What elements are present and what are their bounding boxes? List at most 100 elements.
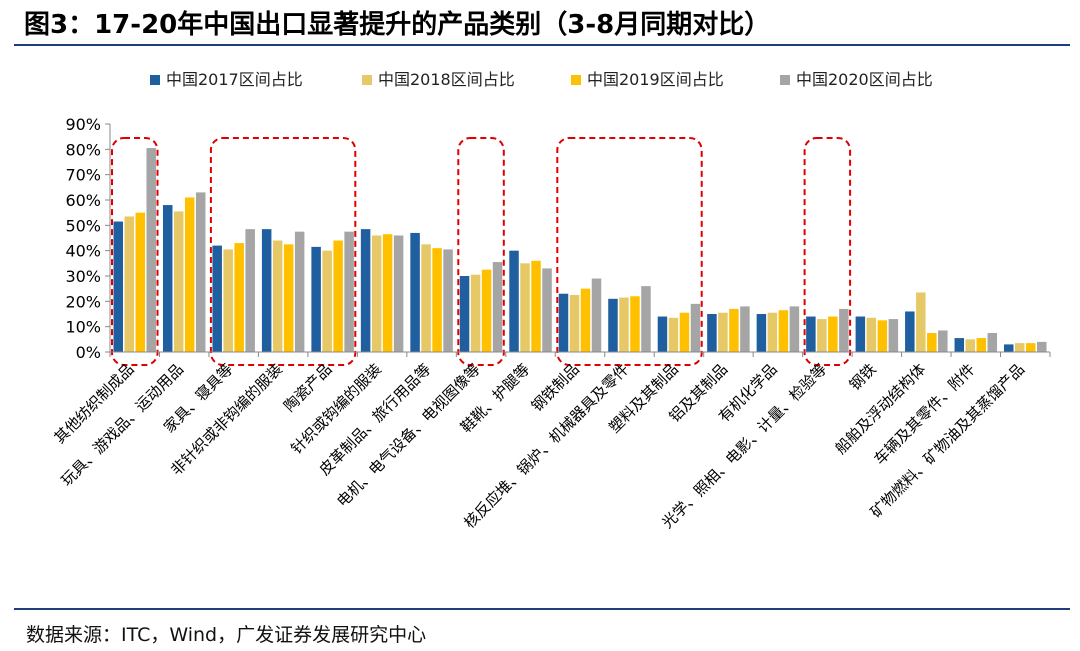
bar xyxy=(630,296,640,352)
y-tick-label: 90% xyxy=(65,115,101,134)
highlight-box xyxy=(111,137,159,366)
bar xyxy=(492,262,503,352)
bar xyxy=(113,221,123,352)
y-tick-label: 50% xyxy=(65,216,101,235)
y-tick-label: 60% xyxy=(65,191,101,210)
bar xyxy=(283,244,294,352)
highlight-box xyxy=(803,137,852,366)
bar xyxy=(360,229,371,352)
bar xyxy=(1004,344,1014,352)
bar xyxy=(718,312,728,352)
bar xyxy=(421,244,431,352)
bar xyxy=(729,308,739,352)
bar xyxy=(470,274,481,352)
bar xyxy=(679,312,690,352)
bar-chart: 中国2017区间占比 中国2018区间占比 中国2019区间占比 中国2020区间占比… xyxy=(51,70,1051,532)
legend-swatch xyxy=(780,75,790,85)
bar xyxy=(938,330,948,352)
legend-swatch xyxy=(571,75,581,85)
bar xyxy=(839,308,849,352)
bar xyxy=(580,288,591,352)
bar xyxy=(987,333,998,352)
y-tick-label: 40% xyxy=(65,242,101,261)
bar xyxy=(608,298,618,352)
bar xyxy=(234,243,244,352)
bar xyxy=(212,245,222,352)
bar xyxy=(162,205,173,352)
bar xyxy=(965,339,976,352)
bar xyxy=(806,316,816,352)
source-note: 数据来源：ITC，Wind，广发证券发展研究中心 xyxy=(26,624,427,646)
legend-label: 中国2017区间占比 xyxy=(166,70,303,89)
bar xyxy=(272,240,283,352)
bar xyxy=(542,268,552,352)
bar xyxy=(657,316,668,352)
bar xyxy=(817,319,827,352)
bar xyxy=(789,306,800,352)
y-tick-label: 70% xyxy=(65,166,101,185)
bar xyxy=(322,250,332,352)
bar xyxy=(520,263,530,352)
highlight-box xyxy=(457,137,505,366)
bar xyxy=(459,276,470,352)
top-divider xyxy=(14,44,1070,46)
bar xyxy=(195,192,206,352)
bar xyxy=(888,319,899,352)
chart-bars xyxy=(113,148,1047,352)
y-tick-label: 20% xyxy=(65,292,101,311)
bar xyxy=(976,338,987,352)
x-axis: 其他纺织制成品玩具、游戏品、运动用品家具、寝具等非针织或非钩编的服装陶瓷产品针织… xyxy=(51,351,1051,532)
legend-swatch xyxy=(150,75,160,85)
bar xyxy=(124,216,134,352)
category-label: 钢铁 xyxy=(846,360,880,394)
bar xyxy=(767,312,778,352)
bar xyxy=(443,249,453,352)
bar xyxy=(954,338,965,352)
bar xyxy=(333,240,343,352)
highlight-boxes xyxy=(111,137,852,366)
bar xyxy=(261,229,272,352)
bar xyxy=(558,293,569,352)
bar xyxy=(135,212,145,352)
bar xyxy=(707,314,717,352)
bar xyxy=(866,317,877,352)
bar xyxy=(916,292,926,352)
category-label: 船舶及浮动结构体 xyxy=(832,360,930,458)
bar xyxy=(509,250,519,352)
bar xyxy=(690,303,701,352)
bar xyxy=(344,231,354,352)
legend-label: 中国2019区间占比 xyxy=(587,70,724,89)
category-label: 针织或钩编的服装 xyxy=(287,360,385,458)
y-tick-label: 30% xyxy=(65,267,101,286)
bar xyxy=(184,197,195,352)
bar xyxy=(146,148,156,352)
legend-label: 中国2018区间占比 xyxy=(378,70,515,89)
bar xyxy=(1026,343,1036,352)
bar xyxy=(905,311,915,352)
y-tick-label: 0% xyxy=(76,343,101,362)
highlight-box xyxy=(556,137,703,366)
bar xyxy=(855,316,866,352)
header: 图3：17-20年中国出口显著提升的产品类别（3-8月同期对比） xyxy=(0,0,1080,44)
bar xyxy=(410,232,420,352)
bar xyxy=(619,297,629,352)
chart-legend: 中国2017区间占比 中国2018区间占比 中国2019区间占比 中国2020区间占比 xyxy=(150,70,933,89)
bar xyxy=(245,229,255,352)
bar xyxy=(778,310,789,352)
bar xyxy=(393,235,404,352)
y-tick-label: 10% xyxy=(65,318,101,337)
bar xyxy=(569,295,580,352)
bar xyxy=(294,231,305,352)
y-tick-label: 80% xyxy=(65,140,101,159)
bar xyxy=(1015,343,1025,352)
bar xyxy=(311,246,321,352)
bar xyxy=(668,317,679,352)
bar xyxy=(223,249,233,352)
bar xyxy=(371,235,382,352)
highlight-box xyxy=(209,137,357,366)
bar xyxy=(382,234,393,352)
bar xyxy=(877,320,888,352)
bar xyxy=(481,269,492,352)
bottom-divider xyxy=(14,608,1070,610)
bar xyxy=(740,306,750,352)
